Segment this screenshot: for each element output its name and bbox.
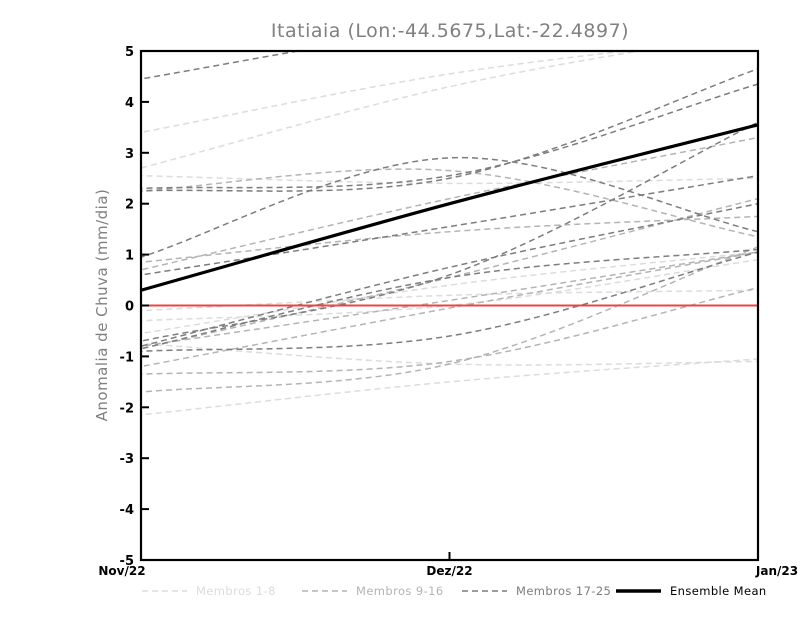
chart-legend: Membros 1-8 Membros 9-16 Membros 17-25 Ense… <box>142 584 767 598</box>
series-line <box>141 246 758 393</box>
y-tick-label: 5 <box>125 45 134 60</box>
x-tick-label: Nov/22 <box>98 564 145 578</box>
series-line <box>141 121 758 342</box>
legend-label: Ensemble Mean <box>670 584 767 598</box>
series-line <box>141 286 758 375</box>
series-line <box>141 358 758 416</box>
y-tick-label: -4 <box>120 503 134 518</box>
x-tick-label: Dez/22 <box>426 564 472 578</box>
y-tick-label: 1 <box>125 249 134 264</box>
legend-label: Membros 9-16 <box>356 584 444 598</box>
legend-label: Membros 17-25 <box>516 584 611 598</box>
x-tick-layer: Nov/22 Dez/22 Jan/23 <box>98 552 798 578</box>
series-line <box>141 51 632 134</box>
series-line <box>141 289 758 312</box>
series-line <box>141 168 758 238</box>
series-line <box>141 215 758 263</box>
y-tick-label: -1 <box>120 350 134 365</box>
y-tick-label: -3 <box>120 452 134 467</box>
y-axis-label: Anomalia de Chuva (mm/dia) <box>93 189 111 422</box>
y-tick-layer: -5 -4 -3 -2 -1 0 1 2 3 4 5 <box>120 45 149 569</box>
y-tick-label: 3 <box>125 147 134 162</box>
chart-title: Itatiaia (Lon:-44.5675,Lat:-22.4897) <box>271 20 629 42</box>
legend-label: Membros 1-8 <box>196 584 276 598</box>
series-line <box>141 174 758 185</box>
y-tick-label: 4 <box>125 96 134 111</box>
series-line <box>141 83 758 190</box>
series-line <box>141 136 758 271</box>
y-tick-label: 0 <box>125 300 134 315</box>
series-line <box>141 68 758 192</box>
y-tick-label: -5 <box>120 554 134 569</box>
y-tick-label: -2 <box>120 401 134 416</box>
series-line <box>141 251 758 368</box>
series-line <box>141 123 758 292</box>
series-line <box>141 248 758 350</box>
x-tick-label: Jan/23 <box>755 564 798 578</box>
y-tick-label: 2 <box>125 198 134 213</box>
series-layer <box>141 51 758 416</box>
series-line <box>141 251 758 353</box>
